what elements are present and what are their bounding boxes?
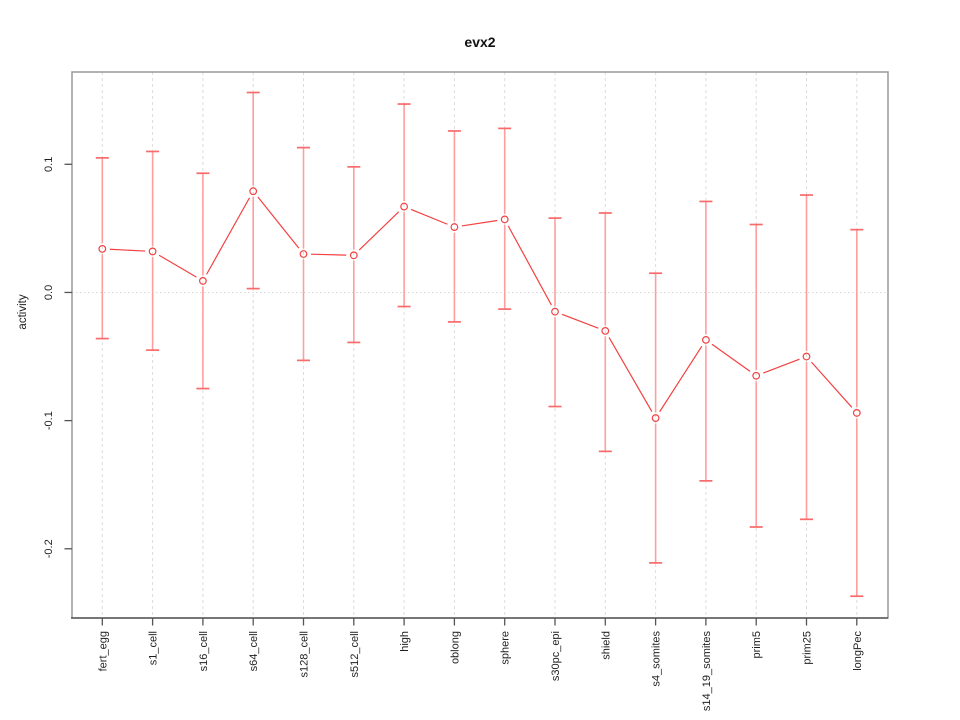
series-line-segment <box>206 197 251 275</box>
data-point <box>400 202 409 211</box>
series-line-segment <box>410 208 448 225</box>
x-tick-label: s512_cell <box>349 631 361 677</box>
x-tick-label: s30pc_epi <box>550 631 562 681</box>
series-line-segment <box>659 345 703 413</box>
data-point <box>852 409 861 417</box>
x-tick-label: high <box>399 631 411 652</box>
y-tick-label: -0.2 <box>43 539 55 558</box>
x-tick-label: s14_19_somites <box>701 631 713 712</box>
data-point <box>500 215 509 224</box>
series-line-segment <box>257 196 300 249</box>
series-line-segment <box>507 225 552 306</box>
x-tick-label: s1_cell <box>148 631 160 665</box>
x-tick-label: s128_cell <box>299 631 311 677</box>
x-tick-label: s16_cell <box>198 631 210 671</box>
data-point <box>148 247 157 256</box>
series-line-segment <box>608 337 653 412</box>
data-point <box>802 352 811 361</box>
data-point <box>299 250 308 258</box>
data-point <box>702 335 710 344</box>
data-point <box>349 251 358 260</box>
plot-frame <box>71 71 889 619</box>
data-point <box>198 277 207 285</box>
series-line-segment <box>811 361 853 408</box>
data-point <box>551 307 559 316</box>
x-tick-label: sphere <box>500 631 512 665</box>
data-point <box>651 414 660 422</box>
data-point <box>450 223 459 231</box>
x-tick-label: s64_cell <box>248 631 260 671</box>
series-line-segment <box>461 219 498 227</box>
data-point <box>249 187 258 196</box>
y-tick-label: 0.0 <box>43 285 55 300</box>
series-line-segment <box>310 253 347 256</box>
x-tick-label: longPec <box>852 631 864 671</box>
series-line-segment <box>358 211 400 251</box>
x-tick-label: prim5 <box>751 631 763 659</box>
x-tick-label: s4_somites <box>651 631 663 687</box>
x-tick-label: oblong <box>449 631 461 664</box>
y-tick-label: 0.1 <box>43 157 55 172</box>
data-point <box>752 371 761 380</box>
series-line-segment <box>158 254 197 278</box>
data-point <box>601 327 610 335</box>
series-line-segment <box>109 248 146 252</box>
x-tick-label: prim25 <box>802 631 814 665</box>
series-line-segment <box>762 358 800 374</box>
data-point <box>98 244 107 253</box>
x-tick-label: shield <box>600 631 612 660</box>
series-line-segment <box>711 343 751 372</box>
series-line-segment <box>561 313 599 329</box>
x-tick-label: fert_egg <box>97 631 109 671</box>
y-tick-label: -0.1 <box>43 411 55 430</box>
chart-title: evx2 <box>464 34 496 50</box>
